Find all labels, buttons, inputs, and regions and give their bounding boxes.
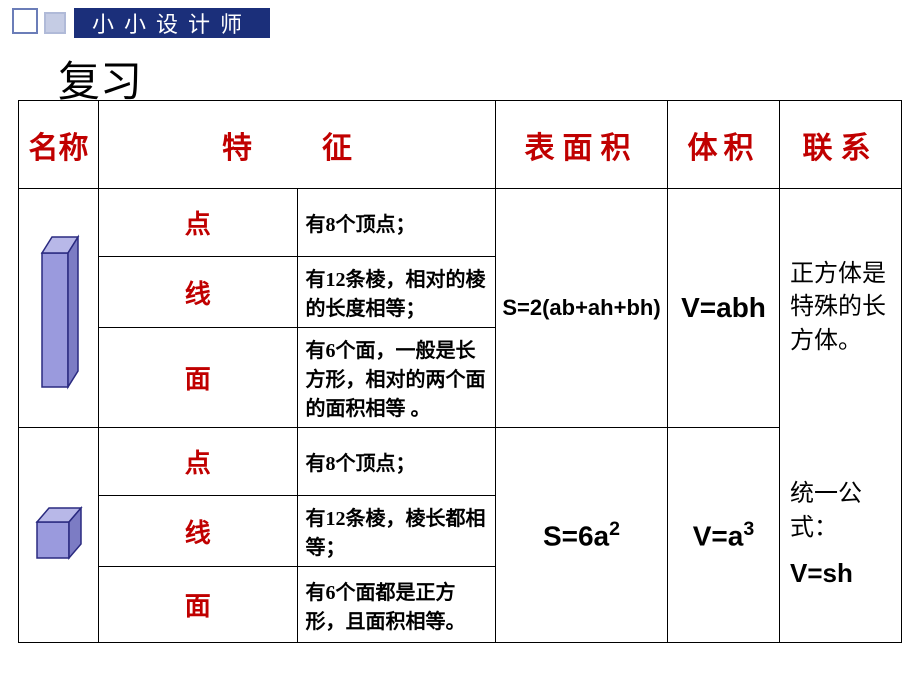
cuboid-line-label: 线 bbox=[99, 257, 298, 328]
cube-face-text: 有6个面都是正方形，且面积相等。 bbox=[297, 567, 496, 643]
col-relation: 联系 bbox=[780, 101, 902, 189]
cuboid-face-label: 面 bbox=[99, 328, 298, 428]
slide-title: 小小设计师 bbox=[92, 7, 252, 39]
cube-line-label: 线 bbox=[99, 496, 298, 567]
header-row: 名称 特 征 表面积 体积 联系 bbox=[19, 101, 902, 189]
cuboid-point-row: 点 有8个顶点； S=2(ab+ah+bh) V=abh 正方体是特殊的长方体。 bbox=[19, 189, 902, 257]
relation-cell-2: 统一公式： V=sh bbox=[780, 428, 902, 643]
col-feature: 特 征 bbox=[99, 101, 496, 189]
cube-line-text: 有12条棱，棱长都相等； bbox=[297, 496, 496, 567]
decor-square-2 bbox=[44, 12, 66, 34]
cuboid-point-label: 点 bbox=[99, 189, 298, 257]
review-table: 名称 特 征 表面积 体积 联系 点 有8个顶点； S=2(ab+ah+bh) … bbox=[18, 100, 902, 643]
col-name: 名称 bbox=[19, 101, 99, 189]
cube-point-text: 有8个顶点； bbox=[297, 428, 496, 496]
cuboid-shape-cell bbox=[19, 189, 99, 428]
col-surface: 表面积 bbox=[496, 101, 668, 189]
decor-square-1 bbox=[12, 8, 38, 34]
cube-icon bbox=[29, 500, 89, 570]
relation-formula: V=sh bbox=[790, 555, 891, 591]
cuboid-icon bbox=[34, 223, 84, 393]
cube-face-label: 面 bbox=[99, 567, 298, 643]
corner-decoration bbox=[12, 8, 66, 34]
cuboid-line-text: 有12条棱，相对的棱的长度相等； bbox=[297, 257, 496, 328]
cube-volume-formula: V=a3 bbox=[668, 428, 780, 643]
cube-surface-formula: S=6a2 bbox=[496, 428, 668, 643]
cuboid-point-text: 有8个顶点； bbox=[297, 189, 496, 257]
relation-text-1: 正方体是特殊的长方体。 bbox=[780, 189, 902, 428]
cuboid-surface-formula: S=2(ab+ah+bh) bbox=[496, 189, 668, 428]
cube-point-label: 点 bbox=[99, 428, 298, 496]
col-volume: 体积 bbox=[668, 101, 780, 189]
cube-point-row: 点 有8个顶点； S=6a2 V=a3 统一公式： V=sh bbox=[19, 428, 902, 496]
cube-shape-cell bbox=[19, 428, 99, 643]
cuboid-face-text: 有6个面，一般是长方形，相对的两个面的面积相等 。 bbox=[297, 328, 496, 428]
slide-title-bar: 小小设计师 bbox=[74, 8, 270, 38]
cuboid-volume-formula: V=abh bbox=[668, 189, 780, 428]
relation-text-2: 统一公式： bbox=[790, 478, 891, 555]
